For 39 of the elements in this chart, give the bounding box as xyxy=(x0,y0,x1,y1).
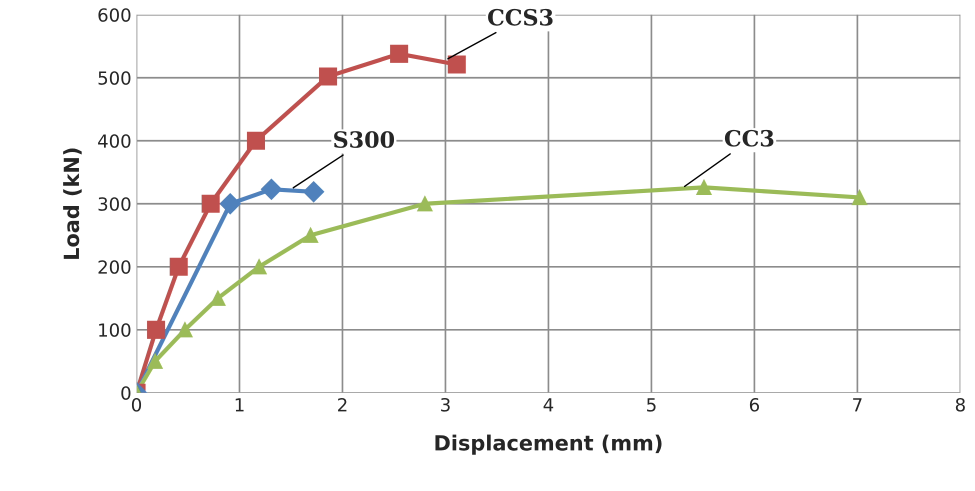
point xyxy=(448,55,466,74)
y-tick-label: 200 xyxy=(98,260,130,274)
y-tick-label: 0 xyxy=(121,386,130,400)
point xyxy=(210,290,226,306)
x-tick-label: 5 xyxy=(647,398,656,412)
x-tick-label: 2 xyxy=(338,398,346,412)
point xyxy=(177,322,193,338)
point xyxy=(390,44,408,63)
point xyxy=(170,258,188,276)
y-tick-label: 600 xyxy=(98,8,130,22)
point xyxy=(251,259,267,274)
y-tick-label: 500 xyxy=(98,71,130,85)
y-tick-label: 400 xyxy=(98,134,130,148)
y-axis-title: Load (kN) xyxy=(63,148,82,259)
x-tick-label: 0 xyxy=(132,398,142,412)
point xyxy=(319,67,338,86)
point xyxy=(147,354,163,369)
x-tick-label: 7 xyxy=(853,398,862,412)
point xyxy=(696,180,712,196)
x-tick-label: 6 xyxy=(750,398,760,412)
annotation: CC3 xyxy=(724,130,774,147)
point xyxy=(220,193,241,214)
point xyxy=(260,178,282,200)
x-tick-label: 8 xyxy=(956,398,965,412)
x-axis-title: Displacement (mm) xyxy=(435,434,662,455)
point xyxy=(303,181,324,202)
y-tick-label: 300 xyxy=(98,197,130,211)
point xyxy=(852,190,868,206)
point xyxy=(202,194,220,213)
point xyxy=(302,228,318,243)
annotation: CCS3 xyxy=(488,8,553,26)
point xyxy=(246,132,265,150)
point xyxy=(147,320,166,339)
x-tick-label: 3 xyxy=(441,398,450,412)
y-tick-label: 100 xyxy=(99,323,130,337)
point xyxy=(417,196,432,212)
annotation: S300 xyxy=(334,131,394,148)
x-tick-label: 4 xyxy=(544,398,554,412)
x-tick-label: 1 xyxy=(236,398,244,412)
